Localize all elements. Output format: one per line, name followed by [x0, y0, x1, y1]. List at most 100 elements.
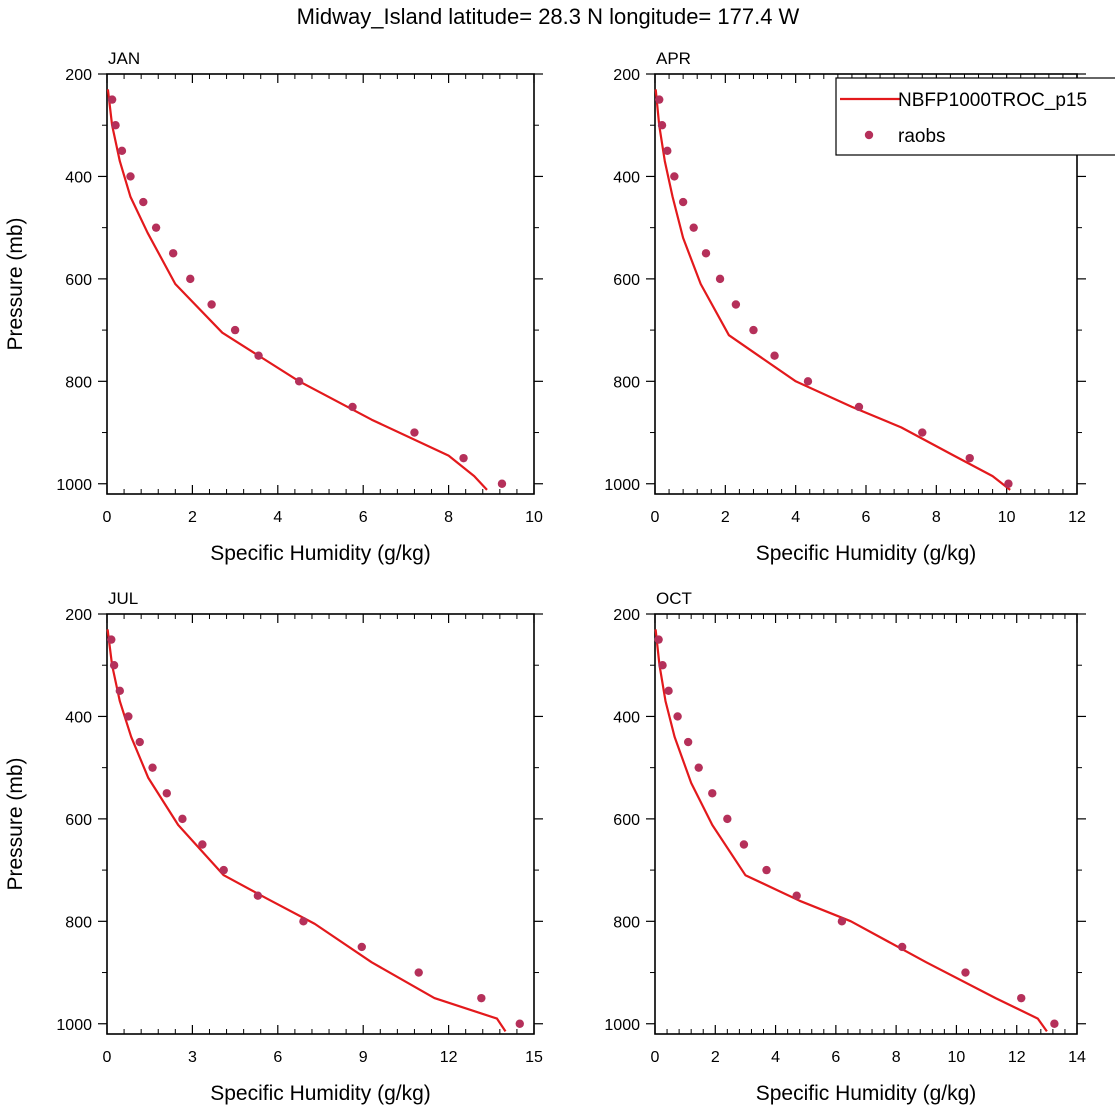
y-tick-label: 600	[613, 272, 640, 289]
raobs-point	[348, 402, 357, 412]
raobs-point	[678, 197, 688, 207]
x-tick-label: 8	[892, 1049, 901, 1066]
legend-box	[835, 77, 1115, 156]
x-tick-label: 10	[948, 1049, 966, 1066]
raobs-point	[178, 814, 187, 824]
raobs-point	[664, 686, 673, 696]
y-axis-label: Pressure (mb)	[4, 217, 27, 350]
y-tick-label: 800	[613, 374, 640, 391]
x-tick-label: 10	[525, 509, 543, 526]
raobs-point	[515, 1019, 524, 1028]
x-tick-label: 12	[1068, 509, 1086, 526]
raobs-point	[715, 274, 725, 284]
y-tick-label: 600	[613, 812, 640, 829]
raobs-point	[410, 428, 419, 437]
raobs-point	[254, 351, 263, 360]
y-tick-label: 200	[65, 67, 92, 84]
x-tick-label: 9	[359, 1049, 368, 1066]
y-tick-label: 800	[65, 374, 92, 391]
raobs-point	[198, 840, 207, 849]
x-axis-label: Specific Humidity (g/kg)	[210, 1082, 431, 1105]
raobs-point	[107, 635, 116, 644]
raobs-point	[139, 197, 148, 207]
x-axis-label: Specific Humidity (g/kg)	[210, 542, 431, 565]
x-tick-label: 2	[188, 509, 197, 526]
raobs-point	[1050, 1019, 1059, 1028]
y-tick-label: 400	[65, 709, 92, 726]
raobs-point	[803, 377, 813, 386]
raobs-point	[168, 249, 178, 258]
y-tick-label: 800	[613, 914, 640, 931]
raobs-point	[230, 325, 240, 335]
raobs-point	[253, 891, 263, 900]
raobs-point	[294, 377, 304, 386]
figure-title: Midway_Island latitude= 28.3 N longitude…	[297, 4, 800, 29]
panel-jan: JAN 0 2 4 6 8 10 200 400 600 800 1000 Specific Humid…	[4, 49, 543, 565]
raobs-point	[135, 737, 144, 747]
raobs-point	[670, 172, 679, 181]
raobs-point	[459, 453, 468, 463]
panel-jul: JUL 0 3 6 9 12 15 200 400 600 800 1000 Specific Humi…	[4, 589, 543, 1105]
raobs-point	[219, 865, 228, 875]
panel-label: JUL	[108, 589, 138, 608]
raobs-point	[673, 712, 682, 721]
x-tick-label: 3	[188, 1049, 197, 1066]
x-tick-label: 4	[791, 509, 800, 526]
x-tick-label: 2	[721, 509, 730, 526]
raobs-point	[749, 325, 758, 335]
raobs-point	[689, 223, 698, 232]
x-tick-label: 6	[831, 1049, 840, 1066]
raobs-point	[162, 789, 171, 798]
y-axis-label: Pressure (mb)	[4, 757, 27, 890]
panel-oct: OCT 0 2 4 6 8 10 12 14 200 400 600 800 1000 Specific H…	[604, 589, 1086, 1105]
y-tick-label: 200	[613, 607, 640, 624]
raobs-point	[115, 686, 125, 696]
x-tick-label: 10	[998, 509, 1016, 526]
y-tick-label: 1000	[56, 1017, 92, 1034]
raobs-point	[111, 121, 120, 130]
raobs-point	[961, 968, 970, 977]
raobs-point	[701, 249, 711, 258]
raobs-point	[1017, 993, 1026, 1003]
panel-label: OCT	[656, 589, 692, 608]
legend-label: raobs	[898, 126, 946, 147]
raobs-point	[107, 95, 117, 104]
raobs-point	[694, 763, 703, 772]
raobs-point	[654, 635, 663, 644]
raobs-point	[658, 661, 667, 670]
plot-frame	[654, 613, 1078, 1035]
x-tick-label: 8	[932, 509, 941, 526]
raobs-point	[1004, 479, 1013, 488]
raobs-point	[731, 300, 741, 309]
raobs-point	[655, 95, 664, 104]
x-tick-label: 2	[711, 1049, 720, 1066]
raobs-point	[126, 172, 135, 181]
plot-frame	[106, 73, 535, 495]
raobs-point	[477, 993, 486, 1003]
x-tick-label: 0	[651, 509, 660, 526]
raobs-point	[151, 223, 161, 232]
raobs-point	[186, 274, 195, 284]
x-tick-label: 12	[440, 1049, 458, 1066]
raobs-point	[357, 942, 366, 952]
x-axis-label: Specific Humidity (g/kg)	[756, 542, 977, 565]
y-tick-label: 400	[613, 709, 640, 726]
plot-frame	[106, 613, 535, 1035]
raobs-point	[854, 402, 864, 412]
x-tick-label: 6	[862, 509, 871, 526]
model-line	[654, 629, 1048, 1033]
y-tick-label: 1000	[604, 1017, 640, 1034]
raobs-point	[918, 428, 927, 437]
raobs-point	[897, 942, 907, 952]
x-tick-label: 6	[273, 1049, 282, 1066]
y-tick-label: 200	[613, 67, 640, 84]
x-tick-label: 6	[359, 509, 368, 526]
y-tick-label: 600	[65, 272, 92, 289]
raobs-point	[117, 146, 127, 156]
x-tick-label: 0	[651, 1049, 660, 1066]
raobs-point	[965, 453, 974, 463]
legend-marker-swatch	[864, 130, 874, 140]
raobs-point	[148, 763, 157, 772]
raobs-point	[414, 968, 423, 977]
model-line	[654, 89, 1011, 491]
